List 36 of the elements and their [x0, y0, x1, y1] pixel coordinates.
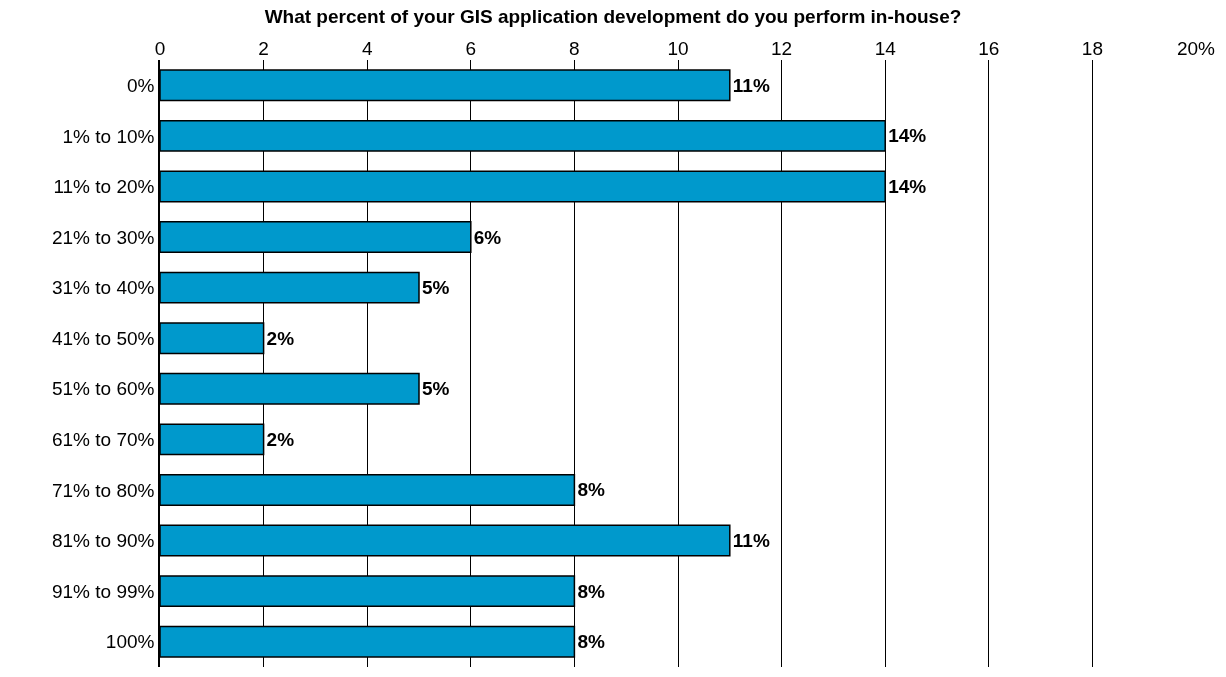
- x-tick-label: 4: [361, 38, 373, 60]
- y-tick-label: 71% to 80%: [51, 479, 155, 501]
- y-tick-label: 0%: [126, 74, 155, 96]
- data-label: 6%: [473, 226, 502, 248]
- y-tick-label: 21% to 30%: [51, 226, 155, 248]
- y-tick-label: 91% to 99%: [51, 580, 155, 602]
- x-tick-label: 8: [569, 38, 580, 60]
- y-tick-label: 31% to 40%: [51, 277, 155, 299]
- y-tick-label: 61% to 70%: [51, 429, 155, 451]
- y-tick-label: 41% to 50%: [51, 327, 155, 349]
- x-tick-label: 16: [978, 38, 1000, 60]
- data-label: 8%: [577, 479, 605, 501]
- x-tick-label: 12: [771, 38, 793, 60]
- y-tick-label: 81% to 90%: [51, 530, 155, 552]
- x-tick-label: 6: [465, 38, 477, 60]
- x-tick-label: 18: [1081, 38, 1103, 60]
- data-label: 11%: [732, 74, 770, 96]
- data-label: 11%: [732, 530, 770, 552]
- data-label: 8%: [577, 631, 605, 653]
- x-tick-label: 10: [667, 38, 689, 60]
- data-label: 8%: [577, 580, 605, 602]
- x-tick-label: 20%: [1176, 38, 1216, 60]
- data-label: 14%: [888, 175, 927, 197]
- y-tick-label: 100%: [105, 631, 155, 653]
- chart-title: What percent of your GIS application development do you perform in-house?: [264, 6, 962, 28]
- data-label: 5%: [422, 378, 450, 400]
- data-label: 2%: [266, 428, 295, 450]
- x-tick-label: 14: [874, 38, 897, 60]
- data-label: 2%: [266, 327, 295, 349]
- x-tick-label: 0: [154, 38, 166, 60]
- y-tick-label: 11% to 20%: [53, 176, 155, 198]
- data-label: 14%: [888, 125, 927, 147]
- y-tick-label: 1% to 10%: [62, 125, 155, 147]
- x-tick-label: 2: [258, 38, 269, 60]
- y-tick-label: 51% to 60%: [51, 378, 155, 400]
- data-label: 5%: [422, 277, 450, 299]
